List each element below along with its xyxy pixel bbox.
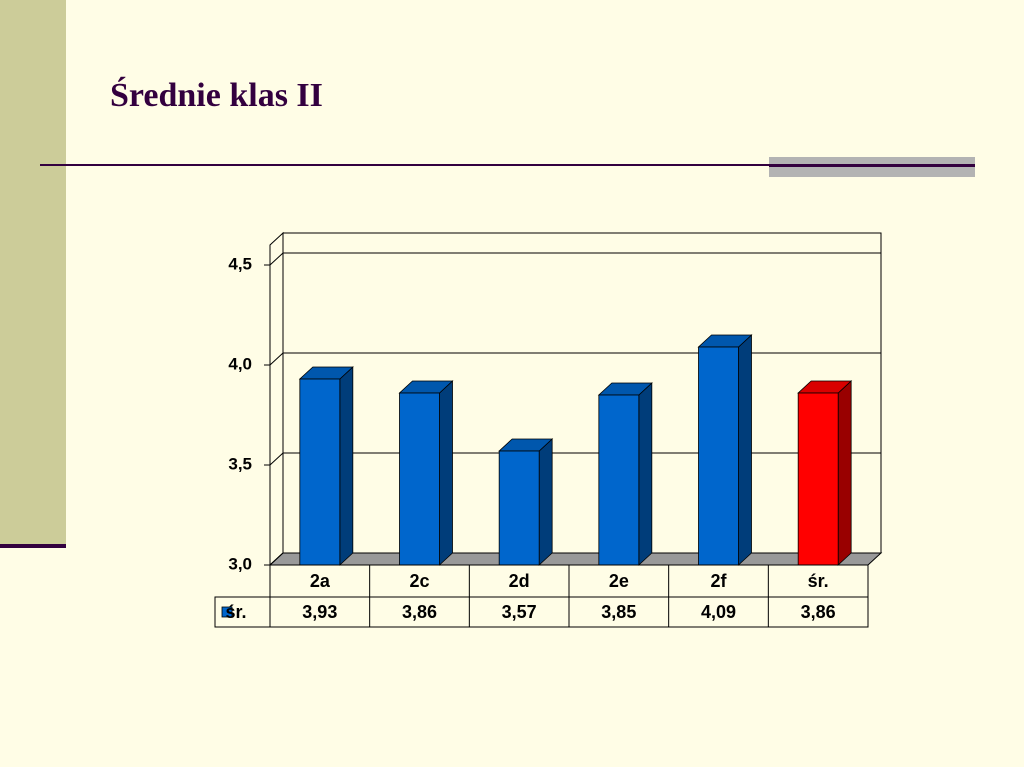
legend-label: śr. bbox=[225, 602, 246, 622]
bar bbox=[498, 450, 540, 566]
bar-side bbox=[738, 334, 752, 566]
bar-side bbox=[538, 438, 553, 566]
table-value-row bbox=[214, 596, 869, 628]
value-label: 3,86 bbox=[801, 602, 836, 622]
slide-title: Średnie klas II bbox=[110, 76, 323, 114]
y-tick-label: 3,5 bbox=[228, 454, 252, 473]
y-tick-label: 3,0 bbox=[228, 554, 252, 573]
value-label: 3,85 bbox=[601, 602, 636, 622]
title-rule bbox=[40, 164, 975, 166]
floor bbox=[268, 552, 883, 566]
x-tick-label: 2f bbox=[710, 571, 727, 591]
y-tick-label: 4,0 bbox=[228, 354, 252, 373]
y-tick-label: 4,5 bbox=[228, 254, 252, 273]
bar bbox=[598, 394, 640, 566]
legend-swatch bbox=[221, 606, 233, 618]
bar bbox=[399, 392, 440, 566]
back-wall bbox=[282, 232, 882, 554]
bar bbox=[299, 378, 341, 566]
left-wall bbox=[269, 231, 284, 567]
grid-line-side bbox=[269, 352, 284, 366]
value-label: 4,09 bbox=[701, 602, 736, 622]
side-strip bbox=[0, 0, 66, 545]
x-tick-label: śr. bbox=[808, 571, 829, 591]
value-label: 3,93 bbox=[302, 602, 337, 622]
bar bbox=[698, 346, 739, 566]
x-tick-label: 2d bbox=[509, 571, 530, 591]
value-label: 3,86 bbox=[402, 602, 437, 622]
x-tick-label: 2e bbox=[609, 571, 629, 591]
bar-side bbox=[837, 380, 852, 566]
bar bbox=[797, 392, 839, 566]
bar-side bbox=[339, 366, 354, 566]
grid-line-side bbox=[269, 452, 284, 466]
bar-side bbox=[638, 382, 653, 566]
side-rule bbox=[0, 544, 66, 548]
chart: 3,0 3,5 4,0 4,5 2a 2c 2d 2e 2f śr. śr. 3,93 3,86 3,57… bbox=[214, 231, 883, 628]
title-accent-rule bbox=[769, 164, 975, 167]
bar-side bbox=[439, 380, 453, 566]
grid-line-side bbox=[269, 552, 284, 566]
value-label: 3,57 bbox=[502, 602, 537, 622]
x-tick-label: 2c bbox=[409, 571, 429, 591]
grid-line-side bbox=[269, 252, 284, 266]
x-tick-label: 2a bbox=[310, 571, 331, 591]
